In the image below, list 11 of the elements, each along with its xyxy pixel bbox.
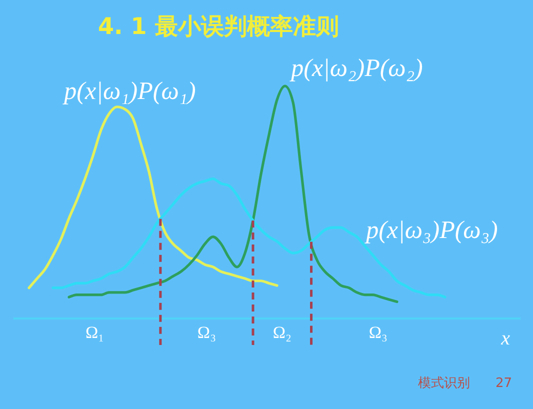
series-label: p(x|ω₁)P(ω₁) bbox=[62, 78, 196, 105]
series-label: p(x|ω₃)P(ω₃) bbox=[364, 217, 498, 244]
chart-title: 4. 1 最小误判概率准则 bbox=[98, 13, 339, 40]
text: Ω₃ bbox=[197, 323, 216, 342]
text: 模式识别 bbox=[418, 376, 470, 391]
x-axis-title: x bbox=[500, 328, 510, 350]
text: Ω₁ bbox=[85, 323, 104, 342]
text: Ω₃ bbox=[368, 323, 388, 342]
text: 27 bbox=[495, 376, 512, 391]
series-label: p(x|ω₂)P(ω₂) bbox=[289, 55, 423, 82]
text: Ω₂ bbox=[272, 323, 292, 342]
